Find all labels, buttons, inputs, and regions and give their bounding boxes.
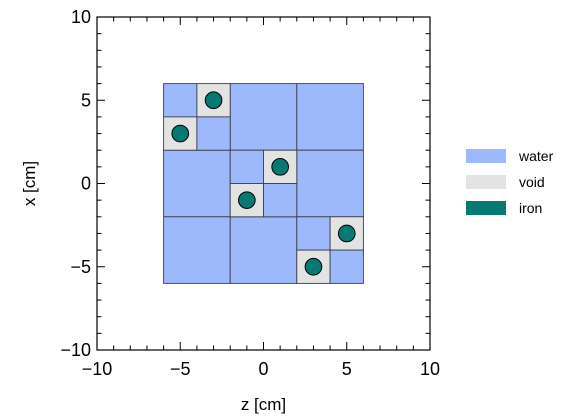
x-tick-labels: −10 −5 0 5 10 (82, 359, 440, 379)
x-axis-label: z [cm] (241, 395, 286, 414)
x-tick-label: −5 (170, 359, 191, 379)
water-legend-label: water (518, 148, 554, 164)
water-cell (163, 83, 198, 118)
water-cell (196, 116, 231, 151)
water-cell (296, 83, 364, 151)
cells-layer (163, 83, 364, 284)
iron-rod (271, 158, 289, 176)
iron-rod (337, 224, 356, 243)
rods-layer (171, 91, 356, 276)
void-legend-label: void (519, 174, 545, 190)
iron-rod (171, 124, 190, 143)
water-cell (229, 83, 298, 151)
iron-legend-swatch (466, 201, 506, 215)
y-tick-labels: −10 −5 0 5 10 (60, 7, 91, 360)
water-cell (163, 149, 231, 218)
water-cell (229, 216, 298, 284)
void-legend-swatch (466, 175, 506, 189)
water-cell (163, 216, 231, 284)
water-cell (263, 183, 298, 218)
water-cell (296, 149, 364, 218)
y-tick-label: 0 (81, 174, 91, 194)
iron-rod (304, 257, 323, 276)
water-cell (329, 249, 364, 284)
y-tick-label: 10 (71, 7, 91, 27)
water-cell (296, 216, 331, 251)
iron-rod (204, 91, 223, 110)
iron-legend-label: iron (519, 200, 542, 216)
x-tick-label: 10 (420, 359, 440, 379)
water-cell (229, 149, 264, 184)
ticks-layer (96, 16, 431, 351)
y-tick-label: −10 (60, 340, 91, 360)
legend: water void iron (466, 148, 554, 216)
x-tick-label: 5 (342, 359, 352, 379)
water-legend-swatch (466, 149, 506, 163)
y-tick-label: 5 (81, 90, 91, 110)
x-tick-label: 0 (258, 359, 268, 379)
y-tick-label: −5 (70, 257, 91, 277)
x-tick-label: −10 (82, 359, 113, 379)
y-axis-label: x [cm] (20, 161, 39, 206)
iron-rod (238, 191, 256, 209)
